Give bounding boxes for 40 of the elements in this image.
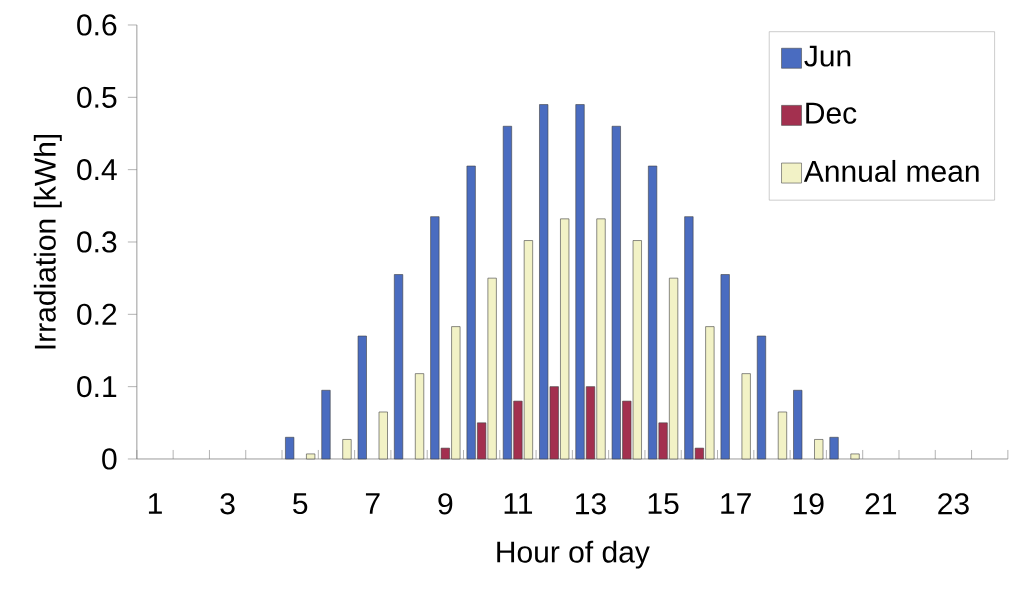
x-tick-label: 23 (938, 493, 969, 515)
y-tick-label: 0 (102, 448, 117, 470)
y-tick-label: 0.1 (77, 376, 117, 398)
y-tick-label: 0.5 (77, 86, 117, 108)
y-tick-label: 0.3 (77, 231, 117, 253)
bar (394, 274, 404, 460)
bar (777, 411, 788, 460)
x-tick-label: 11 (504, 493, 533, 514)
x-tick-label: 7 (365, 493, 380, 514)
bar (850, 453, 860, 460)
bar (793, 389, 803, 460)
x-tick-label: 15 (648, 493, 679, 515)
bar (414, 373, 425, 460)
bar (741, 373, 751, 460)
bar (378, 411, 388, 460)
x-axis-title: Hour of day (497, 540, 650, 569)
bar (342, 439, 352, 460)
bar (720, 274, 730, 460)
x-tick-label: 3 (220, 493, 235, 515)
bar (357, 335, 367, 460)
legend-label: Jun (804, 45, 851, 67)
x-tick-label: 9 (438, 493, 453, 515)
x-tick-label: 17 (721, 493, 751, 514)
y-axis-title: Irradiation [kWh] (33, 134, 62, 349)
legend-label: Dec (806, 102, 857, 124)
bar (814, 439, 824, 460)
bar (756, 335, 767, 460)
bar (306, 453, 316, 460)
x-tick-label: 21 (865, 493, 897, 515)
x-tick-label: 19 (793, 493, 824, 515)
legend-label: Annual mean (803, 159, 979, 182)
x-tick-label: 1 (148, 493, 162, 514)
y-tick-label: 0.2 (77, 303, 117, 325)
bar (285, 436, 295, 460)
bar (321, 389, 331, 460)
x-tick-label: 13 (576, 493, 606, 515)
bar (829, 436, 839, 460)
x-tick-label: 5 (293, 493, 308, 515)
y-tick-label: 0.6 (77, 14, 117, 36)
y-tick-label: 0.4 (77, 159, 117, 181)
